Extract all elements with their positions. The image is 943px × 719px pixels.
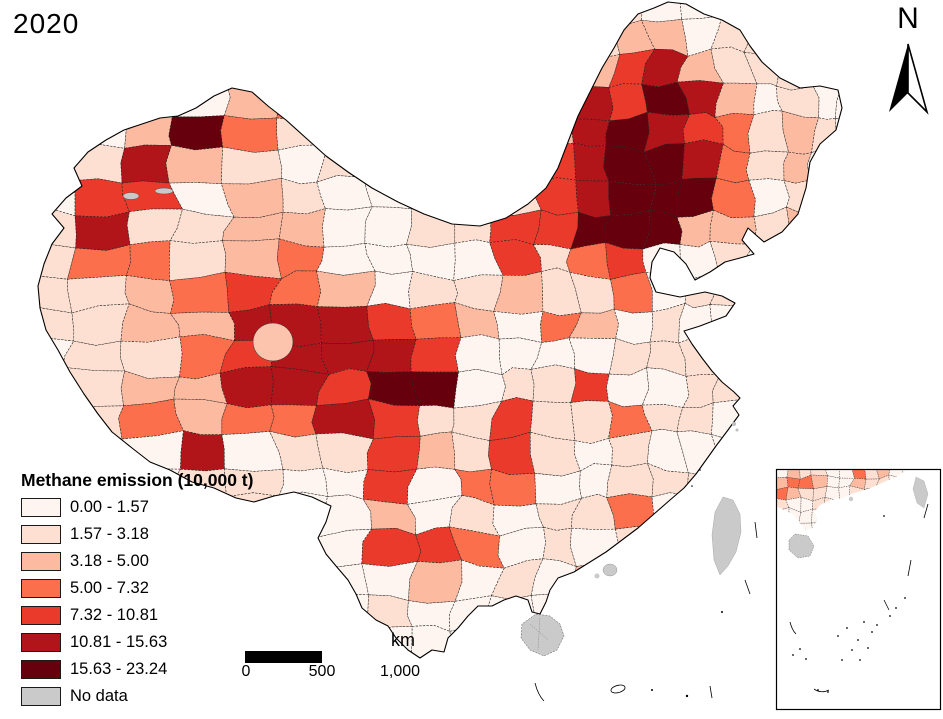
legend-row: 0.00 - 1.57: [21, 498, 253, 517]
year-label: 2020: [13, 8, 80, 39]
north-arrow-icon: [889, 43, 929, 115]
legend-class-label: 3.18 - 5.00: [70, 552, 149, 570]
north-arrow-label: N: [897, 2, 919, 35]
scale-bar: [245, 651, 322, 663]
legend-class-label: 10.81 - 15.63: [70, 633, 168, 651]
scale-tick-500: 500: [308, 663, 336, 680]
scale-tick-1000: 1,000: [379, 663, 421, 680]
legend-class-label: 5.00 - 7.32: [70, 579, 149, 597]
legend-rows: 0.00 - 1.57 1.57 - 3.18 3.18 - 5.00 5.00 - …: [21, 498, 253, 706]
legend-class-label: 0.00 - 1.57: [70, 498, 149, 516]
legend-title: Methane emission (10,000 t): [21, 470, 254, 490]
legend-row: 1.57 - 3.18: [21, 525, 253, 544]
south-china-sea-inset-map: [775, 468, 942, 711]
legend-swatch: [21, 633, 61, 652]
legend-swatch: [21, 525, 61, 544]
legend-class-label: No data: [70, 687, 128, 705]
legend-class-label: 15.63 - 23.24: [70, 660, 168, 678]
legend-row: 5.00 - 7.32: [21, 579, 253, 598]
scale-tick-0: 0: [241, 663, 251, 680]
legend: Methane emission (10,000 t) 0.00 - 1.57 1…: [21, 470, 253, 714]
legend-swatch: [21, 687, 61, 706]
legend-swatch: [21, 498, 61, 517]
legend-row: 10.81 - 15.63: [21, 633, 253, 652]
china-national-boundary: [37, 1, 843, 659]
legend-swatch: [21, 606, 61, 625]
legend-swatch: [21, 579, 61, 598]
scale-unit-label: km: [391, 630, 415, 650]
legend-swatch: [21, 660, 61, 679]
legend-row: 7.32 - 10.81: [21, 606, 253, 625]
islands-and-lakes: [122, 187, 758, 702]
legend-row: 3.18 - 5.00: [21, 552, 253, 571]
legend-row: 15.63 - 23.24: [21, 660, 253, 679]
legend-swatch: [21, 552, 61, 571]
legend-row: No data: [21, 687, 253, 706]
legend-class-label: 7.32 - 10.81: [70, 606, 159, 624]
legend-class-label: 1.57 - 3.18: [70, 525, 149, 543]
